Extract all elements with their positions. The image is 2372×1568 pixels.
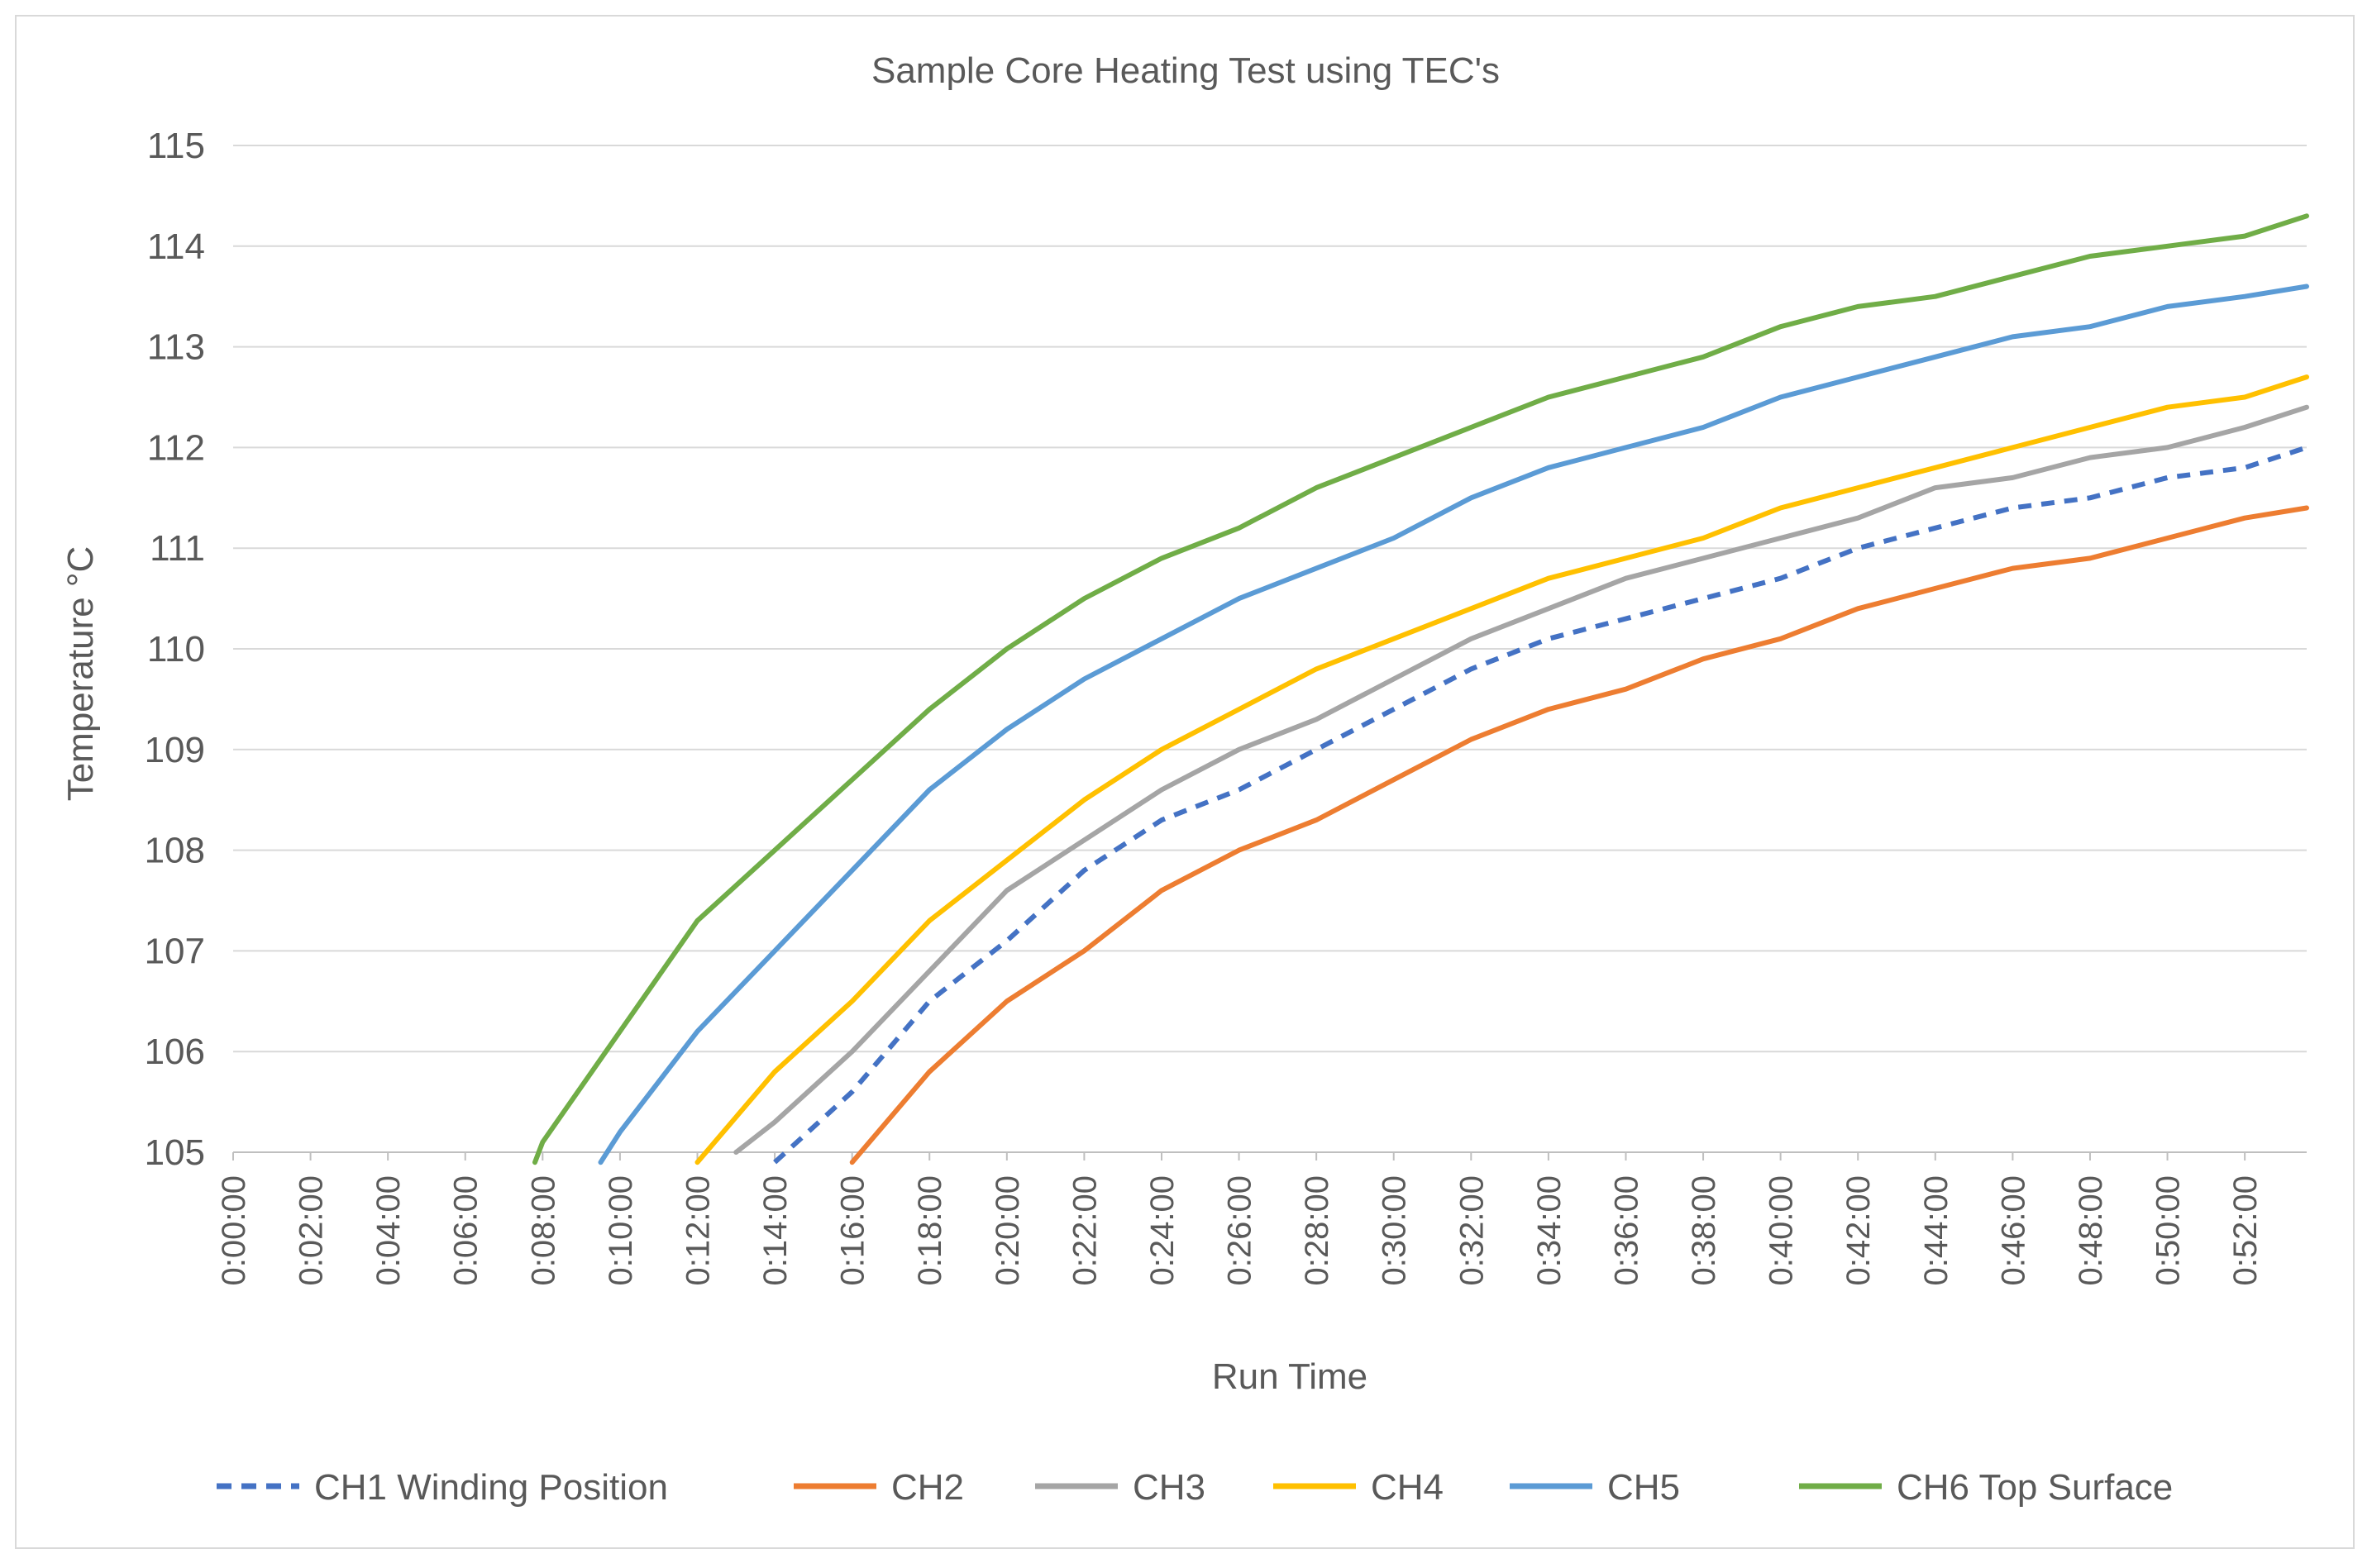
y-tick-label: 109 [145,730,205,770]
series-line [532,213,2309,1165]
legend-label: CH5 [1607,1467,1680,1508]
x-tick-label: 0:46:00 [1995,1175,2031,1285]
series-lines [532,213,2309,1165]
x-tick-label: 0:28:00 [1299,1175,1335,1285]
x-tick-label: 0:20:00 [990,1175,1026,1285]
gridlines [233,145,2307,1053]
x-tick-label: 0:10:00 [603,1175,639,1285]
x-tick-label: 0:32:00 [1453,1175,1490,1285]
legend-label: CH3 [1133,1467,1205,1508]
legend-label: CH6 Top Surface [1897,1467,2173,1508]
x-tick-label: 0:52:00 [2227,1175,2264,1285]
x-tick-label: 0:16:00 [835,1175,871,1285]
x-tick-label: 0:40:00 [1763,1175,1800,1285]
y-axis-label: Temperature °C [60,546,101,802]
x-tick-label: 0:30:00 [1377,1175,1413,1285]
x-tick-label: 0:06:00 [448,1175,484,1285]
x-tick-label: 0:48:00 [2073,1175,2109,1285]
x-tick-label: 0:22:00 [1067,1175,1103,1285]
y-tick-label: 106 [145,1032,205,1072]
series-line [733,404,2309,1155]
y-tick-label: 114 [147,226,205,267]
x-tick-label: 0:50:00 [2150,1175,2187,1285]
x-tick-label: 0:02:00 [294,1175,330,1285]
legend-label: CH2 [891,1467,964,1508]
x-axis-ticks: 0:00:00 0:02:00 0:04:00 0:06:00 0:08:00 0:10:… [216,1152,2264,1285]
y-tick-label: 107 [145,931,205,971]
y-axis-ticks: 105 106 107 108 109 110 111 112 113 114 115 [145,126,205,1173]
series-line [849,505,2309,1165]
legend-label: CH1 Winding Position [314,1467,668,1508]
x-tick-label: 0:18:00 [912,1175,948,1285]
x-tick-label: 0:24:00 [1144,1175,1181,1285]
x-tick-label: 0:44:00 [1918,1175,1954,1285]
series-line [694,374,2309,1165]
y-tick-label: 108 [145,831,205,871]
x-tick-label: 0:36:00 [1608,1175,1644,1285]
x-tick-label: 0:34:00 [1531,1175,1568,1285]
y-tick-label: 112 [147,427,205,468]
x-tick-label: 0:12:00 [680,1175,716,1285]
y-tick-label: 105 [145,1132,205,1173]
x-tick-label: 0:26:00 [1222,1175,1258,1285]
legend-label: CH4 [1371,1467,1444,1508]
x-tick-label: 0:04:00 [370,1175,407,1285]
x-tick-label: 0:08:00 [525,1175,561,1285]
x-axis-label: Run Time [1212,1356,1367,1397]
legend: CH1 Winding Position CH2 CH3 CH4 CH5 CH6 Top … [217,1467,2173,1508]
y-tick-label: 115 [147,126,205,166]
y-tick-label: 113 [147,327,205,368]
chart-frame [15,15,2355,1549]
x-tick-label: 0:38:00 [1686,1175,1722,1285]
chart-title: Sample Core Heating Test using TEC's [871,50,1500,91]
series-line [773,445,2308,1165]
x-tick-label: 0:42:00 [1840,1175,1877,1285]
y-tick-label: 111 [150,528,205,569]
series-line [598,284,2309,1165]
y-tick-label: 110 [147,629,205,670]
x-tick-label: 0:14:00 [757,1175,794,1285]
x-tick-label: 0:00:00 [216,1175,252,1285]
